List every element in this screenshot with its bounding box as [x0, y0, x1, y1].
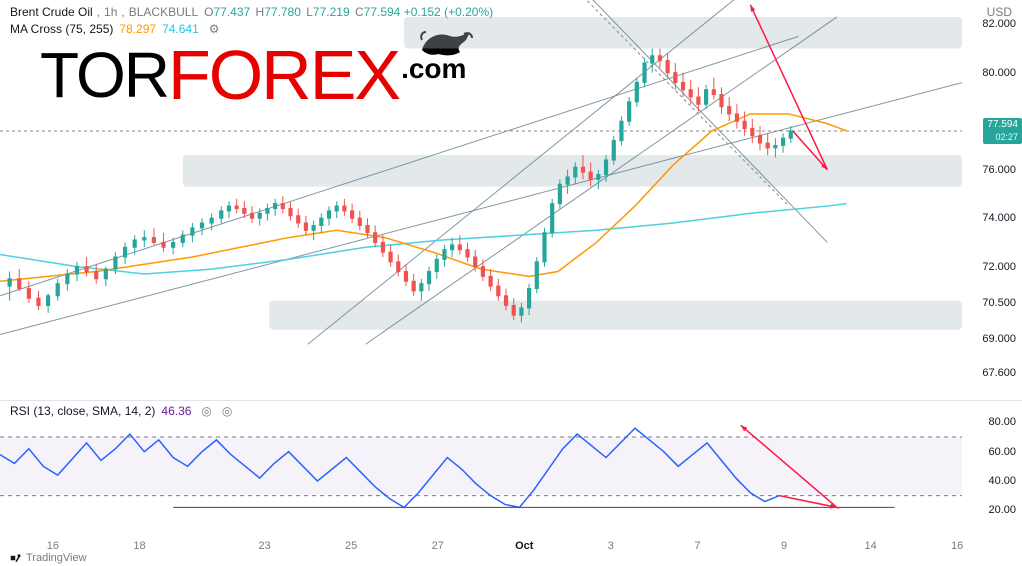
rsi-pane[interactable]: [0, 415, 962, 525]
tradingview-attribution[interactable]: TradingView: [10, 552, 87, 564]
pane-separator[interactable]: [0, 400, 1022, 401]
chart-root: Brent Crude Oil, 1h, BLACKBULL O77.437 H…: [0, 0, 1022, 566]
tradingview-icon: [10, 552, 22, 564]
price-pane[interactable]: [0, 0, 962, 400]
time-axis[interactable]: 1618232527Oct3791416: [0, 534, 962, 552]
rsi-axis[interactable]: 80.0060.0040.0020.00: [962, 415, 1022, 525]
price-axis[interactable]: 82.00080.00076.00074.00072.00070.50069.0…: [962, 0, 1022, 400]
